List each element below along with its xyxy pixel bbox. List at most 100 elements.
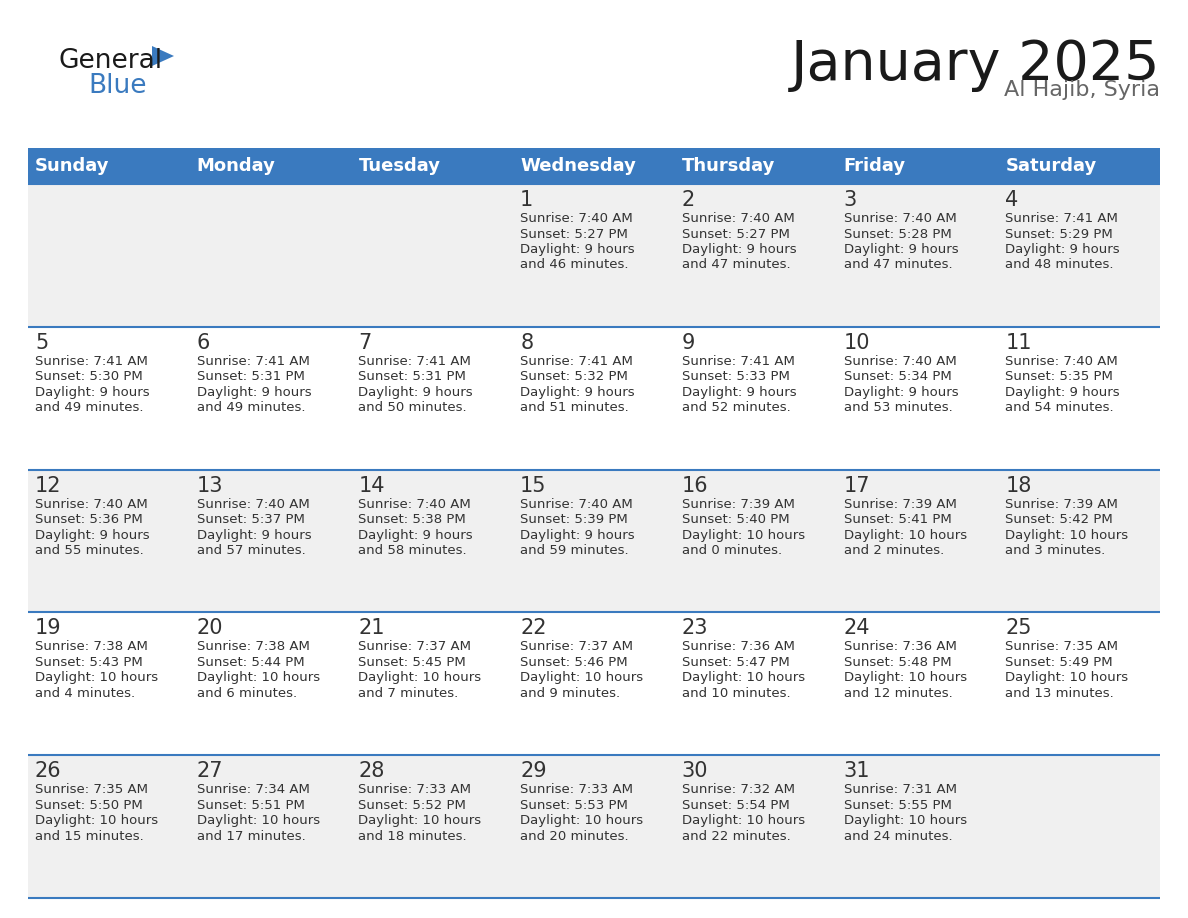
Text: 3: 3	[843, 190, 857, 210]
Text: Sunrise: 7:38 AM: Sunrise: 7:38 AM	[197, 641, 310, 654]
Text: and 46 minutes.: and 46 minutes.	[520, 259, 628, 272]
Text: Al Hajib, Syria: Al Hajib, Syria	[1004, 80, 1159, 100]
Text: and 12 minutes.: and 12 minutes.	[843, 687, 953, 700]
Text: and 24 minutes.: and 24 minutes.	[843, 830, 953, 843]
Text: Sunset: 5:31 PM: Sunset: 5:31 PM	[359, 370, 467, 384]
Text: Sunrise: 7:38 AM: Sunrise: 7:38 AM	[34, 641, 147, 654]
Text: Sunset: 5:29 PM: Sunset: 5:29 PM	[1005, 228, 1113, 241]
Text: and 48 minutes.: and 48 minutes.	[1005, 259, 1114, 272]
Text: and 47 minutes.: and 47 minutes.	[843, 259, 953, 272]
Text: Daylight: 9 hours: Daylight: 9 hours	[843, 386, 959, 398]
Text: and 22 minutes.: and 22 minutes.	[682, 830, 790, 843]
Polygon shape	[152, 46, 173, 66]
Text: Sunrise: 7:37 AM: Sunrise: 7:37 AM	[359, 641, 472, 654]
Text: Sunrise: 7:35 AM: Sunrise: 7:35 AM	[1005, 641, 1118, 654]
Text: Daylight: 9 hours: Daylight: 9 hours	[1005, 386, 1120, 398]
Text: 19: 19	[34, 619, 62, 638]
Text: and 49 minutes.: and 49 minutes.	[34, 401, 144, 414]
Text: Daylight: 10 hours: Daylight: 10 hours	[843, 671, 967, 685]
Text: Daylight: 9 hours: Daylight: 9 hours	[197, 529, 311, 542]
Text: 29: 29	[520, 761, 546, 781]
Text: January 2025: January 2025	[790, 38, 1159, 92]
Text: Sunrise: 7:39 AM: Sunrise: 7:39 AM	[1005, 498, 1118, 510]
Text: Sunrise: 7:40 AM: Sunrise: 7:40 AM	[520, 212, 633, 225]
Text: Sunset: 5:33 PM: Sunset: 5:33 PM	[682, 370, 790, 384]
Text: and 13 minutes.: and 13 minutes.	[1005, 687, 1114, 700]
Text: Sunset: 5:46 PM: Sunset: 5:46 PM	[520, 655, 627, 669]
Text: Sunrise: 7:41 AM: Sunrise: 7:41 AM	[359, 354, 472, 368]
Text: Sunset: 5:55 PM: Sunset: 5:55 PM	[843, 799, 952, 812]
Text: Sunset: 5:44 PM: Sunset: 5:44 PM	[197, 655, 304, 669]
Text: Sunset: 5:35 PM: Sunset: 5:35 PM	[1005, 370, 1113, 384]
Text: and 54 minutes.: and 54 minutes.	[1005, 401, 1114, 414]
Text: Daylight: 10 hours: Daylight: 10 hours	[359, 671, 481, 685]
Text: Sunset: 5:53 PM: Sunset: 5:53 PM	[520, 799, 628, 812]
Text: Sunset: 5:45 PM: Sunset: 5:45 PM	[359, 655, 466, 669]
Text: Daylight: 10 hours: Daylight: 10 hours	[682, 529, 805, 542]
Text: Saturday: Saturday	[1005, 157, 1097, 175]
Text: Daylight: 10 hours: Daylight: 10 hours	[682, 671, 805, 685]
Text: 17: 17	[843, 476, 870, 496]
Text: Sunset: 5:31 PM: Sunset: 5:31 PM	[197, 370, 304, 384]
Text: Sunrise: 7:41 AM: Sunrise: 7:41 AM	[682, 354, 795, 368]
Text: 23: 23	[682, 619, 708, 638]
Text: 15: 15	[520, 476, 546, 496]
Text: 5: 5	[34, 333, 49, 353]
Text: Sunrise: 7:39 AM: Sunrise: 7:39 AM	[843, 498, 956, 510]
Text: Daylight: 10 hours: Daylight: 10 hours	[520, 671, 643, 685]
Text: 10: 10	[843, 333, 870, 353]
Text: and 6 minutes.: and 6 minutes.	[197, 687, 297, 700]
Text: Sunset: 5:36 PM: Sunset: 5:36 PM	[34, 513, 143, 526]
Text: Daylight: 10 hours: Daylight: 10 hours	[843, 814, 967, 827]
Bar	[29, 756, 1159, 898]
Text: Sunset: 5:37 PM: Sunset: 5:37 PM	[197, 513, 304, 526]
Text: and 0 minutes.: and 0 minutes.	[682, 544, 782, 557]
Text: and 4 minutes.: and 4 minutes.	[34, 687, 135, 700]
Text: Daylight: 9 hours: Daylight: 9 hours	[520, 529, 634, 542]
Text: Friday: Friday	[843, 157, 905, 175]
Bar	[29, 470, 1159, 612]
Text: and 49 minutes.: and 49 minutes.	[197, 401, 305, 414]
Text: and 9 minutes.: and 9 minutes.	[520, 687, 620, 700]
Text: Sunrise: 7:31 AM: Sunrise: 7:31 AM	[843, 783, 956, 796]
Text: 13: 13	[197, 476, 223, 496]
Text: Daylight: 9 hours: Daylight: 9 hours	[520, 386, 634, 398]
Text: 22: 22	[520, 619, 546, 638]
Text: Daylight: 10 hours: Daylight: 10 hours	[359, 814, 481, 827]
Text: 18: 18	[1005, 476, 1031, 496]
Text: Daylight: 10 hours: Daylight: 10 hours	[520, 814, 643, 827]
Text: and 55 minutes.: and 55 minutes.	[34, 544, 144, 557]
Text: 24: 24	[843, 619, 870, 638]
Text: Sunrise: 7:41 AM: Sunrise: 7:41 AM	[1005, 212, 1118, 225]
Text: 4: 4	[1005, 190, 1018, 210]
Text: and 10 minutes.: and 10 minutes.	[682, 687, 790, 700]
Text: Sunrise: 7:40 AM: Sunrise: 7:40 AM	[359, 498, 472, 510]
Text: and 15 minutes.: and 15 minutes.	[34, 830, 144, 843]
Text: Daylight: 10 hours: Daylight: 10 hours	[197, 671, 320, 685]
Text: Monday: Monday	[197, 157, 276, 175]
Text: Sunrise: 7:34 AM: Sunrise: 7:34 AM	[197, 783, 310, 796]
Text: Sunset: 5:43 PM: Sunset: 5:43 PM	[34, 655, 143, 669]
Text: Daylight: 9 hours: Daylight: 9 hours	[34, 386, 150, 398]
Text: 20: 20	[197, 619, 223, 638]
Text: Blue: Blue	[88, 73, 146, 99]
Text: and 57 minutes.: and 57 minutes.	[197, 544, 305, 557]
Text: Sunrise: 7:40 AM: Sunrise: 7:40 AM	[682, 212, 795, 225]
Text: and 50 minutes.: and 50 minutes.	[359, 401, 467, 414]
Text: and 59 minutes.: and 59 minutes.	[520, 544, 628, 557]
Bar	[29, 148, 1159, 184]
Text: and 3 minutes.: and 3 minutes.	[1005, 544, 1106, 557]
Text: Sunrise: 7:40 AM: Sunrise: 7:40 AM	[843, 354, 956, 368]
Text: Sunset: 5:27 PM: Sunset: 5:27 PM	[520, 228, 628, 241]
Text: Sunrise: 7:32 AM: Sunrise: 7:32 AM	[682, 783, 795, 796]
Text: Daylight: 9 hours: Daylight: 9 hours	[520, 243, 634, 256]
Text: Sunrise: 7:41 AM: Sunrise: 7:41 AM	[34, 354, 147, 368]
Text: Sunrise: 7:40 AM: Sunrise: 7:40 AM	[197, 498, 309, 510]
Text: Sunrise: 7:40 AM: Sunrise: 7:40 AM	[843, 212, 956, 225]
Text: Sunset: 5:42 PM: Sunset: 5:42 PM	[1005, 513, 1113, 526]
Text: Sunrise: 7:39 AM: Sunrise: 7:39 AM	[682, 498, 795, 510]
Text: Daylight: 9 hours: Daylight: 9 hours	[843, 243, 959, 256]
Text: Sunset: 5:34 PM: Sunset: 5:34 PM	[843, 370, 952, 384]
Text: Tuesday: Tuesday	[359, 157, 441, 175]
Text: Sunset: 5:28 PM: Sunset: 5:28 PM	[843, 228, 952, 241]
